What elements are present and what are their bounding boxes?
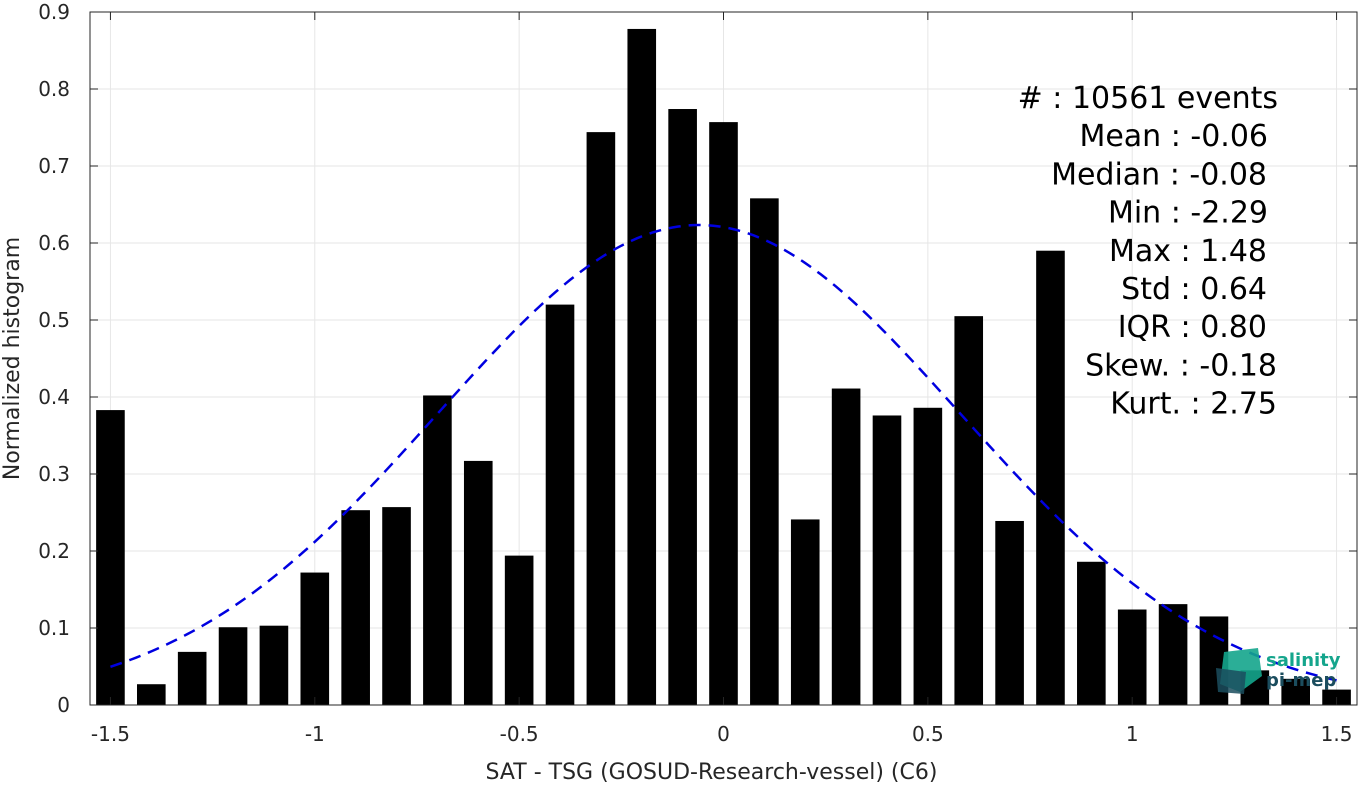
logo-text-salinity: salinity [1266, 650, 1341, 671]
y-axis-ticks: 0 0.1 0.2 0.3 0.4 0.5 0.6 0.7 0.8 0.9 [38, 0, 1357, 717]
histogram-bar [1281, 678, 1310, 705]
histogram-bar [750, 198, 779, 705]
x-tick-label: -1 [305, 722, 325, 746]
histogram-bar [463, 460, 493, 705]
x-tick-label: 0.5 [912, 722, 944, 746]
x-tick-label: -1.5 [91, 722, 130, 746]
gaussian-fit-curve [110, 223, 1337, 682]
histogram-bar [954, 316, 984, 705]
histogram-bar [913, 407, 943, 705]
logo-shape [1216, 668, 1246, 694]
stat-line: Skew. : -0.18 [1085, 348, 1277, 383]
logo-text-pimep: pi-mep [1266, 670, 1336, 691]
y-tick-label: 0.7 [38, 154, 70, 178]
histogram-bar [831, 388, 861, 705]
histogram-bar [423, 395, 452, 705]
histogram-bar [96, 410, 125, 705]
histogram-bar [1036, 250, 1065, 705]
histogram-bar [1117, 609, 1147, 705]
histogram-bars [96, 28, 1351, 706]
y-tick-label: 0.9 [38, 0, 70, 24]
y-tick-label: 0.6 [38, 231, 70, 255]
histogram-bar [504, 555, 534, 705]
histogram-bar [300, 572, 330, 705]
histogram-bar [177, 651, 207, 705]
histogram-bar [709, 122, 738, 706]
stat-line: # : 10561 events [1018, 81, 1278, 116]
histogram-bar [341, 510, 370, 705]
histogram-bar [995, 520, 1024, 705]
y-tick-label: 0.8 [38, 77, 70, 101]
y-tick-label: 0.4 [38, 385, 70, 409]
histogram-bar [1077, 561, 1106, 705]
stat-line: Median : -0.08 [1051, 157, 1267, 192]
x-tick-label: 0 [717, 722, 730, 746]
salinity-pimep-logo: salinity pi-mep [1216, 648, 1341, 694]
stat-line: Mean : -0.06 [1079, 119, 1268, 154]
y-tick-label: 0.5 [38, 308, 70, 332]
x-axis-label: SAT - TSG (GOSUD-Research-vessel) (C6) [486, 760, 938, 785]
histogram-bar [545, 304, 575, 705]
stat-line: Kurt. : 2.75 [1110, 387, 1277, 422]
x-axis-ticks: -1.5 -1 -0.5 0 0.5 1 1.5 [91, 12, 1353, 746]
stat-line: Max : 1.48 [1109, 234, 1267, 269]
histogram-bar [218, 627, 248, 705]
y-tick-label: 0.3 [38, 462, 70, 486]
stat-line: IQR : 0.80 [1118, 310, 1267, 345]
stat-line: Std : 0.64 [1121, 272, 1267, 307]
x-tick-label: -0.5 [500, 722, 539, 746]
y-tick-label: 0.2 [38, 539, 70, 563]
histogram-bar [586, 132, 616, 705]
histogram-bar [137, 684, 166, 705]
histogram-bar [872, 415, 902, 705]
histogram-bar [1158, 604, 1188, 705]
x-tick-label: 1 [1126, 722, 1139, 746]
x-tick-label: 1.5 [1321, 722, 1353, 746]
stat-line: Min : -2.29 [1108, 196, 1268, 231]
histogram-bar [790, 519, 820, 705]
y-tick-label: 0.1 [38, 616, 70, 640]
histogram-bar [259, 625, 289, 705]
histogram-bar [382, 507, 411, 705]
histogram-bar [668, 109, 697, 705]
y-tick-label: 0 [57, 693, 70, 717]
histogram-bar [627, 28, 657, 705]
y-axis-label: Normalized histogram [0, 237, 25, 480]
